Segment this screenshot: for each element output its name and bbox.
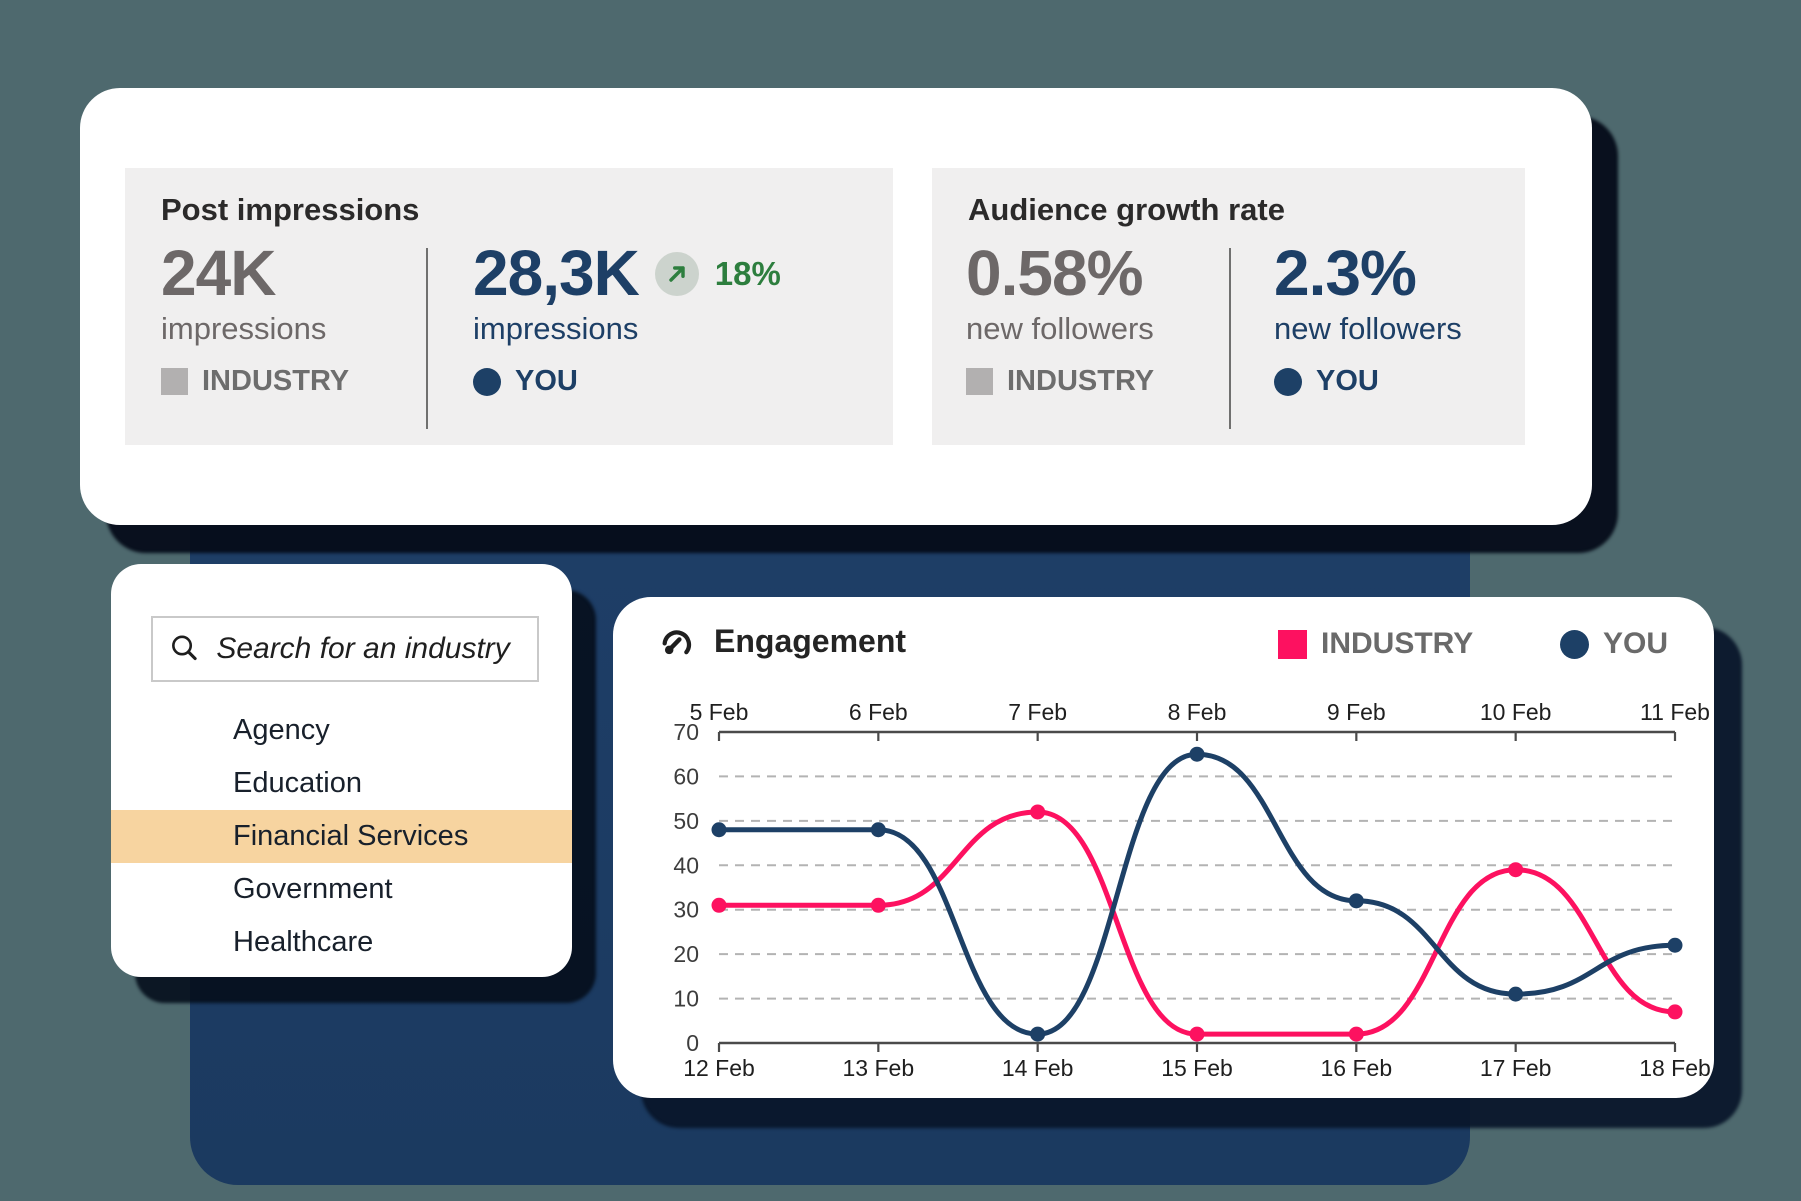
growth-industry-column: 0.58% new followers INDUSTRY xyxy=(966,237,1154,398)
search-icon xyxy=(172,635,197,661)
legend-you: YOU xyxy=(1560,627,1668,661)
svg-text:70: 70 xyxy=(673,719,699,745)
post-you-column: 28,3K 18% impressions YOU xyxy=(473,237,781,398)
svg-text:17 Feb: 17 Feb xyxy=(1480,1055,1552,1081)
industry-option-agency[interactable]: Agency xyxy=(233,714,330,746)
you-growth-label: new followers xyxy=(1274,311,1462,347)
arrow-up-right-icon xyxy=(669,265,685,282)
growth-you-column: 2.3% new followers YOU xyxy=(1274,237,1462,398)
search-input[interactable] xyxy=(214,631,521,667)
impressions-delta: 18% xyxy=(714,254,781,292)
search-field-wrapper xyxy=(151,616,539,682)
you-legend-swatch-icon xyxy=(1560,629,1589,659)
industry-option-healthcare[interactable]: Healthcare xyxy=(233,926,374,958)
you-growth-value: 2.3% xyxy=(1274,237,1417,309)
you-swatch-icon xyxy=(473,367,501,396)
you-impressions-label: impressions xyxy=(473,311,639,347)
industry-swatch-icon xyxy=(966,368,993,396)
industry-growth-label: new followers xyxy=(966,311,1154,347)
industry-tag: INDUSTRY xyxy=(1007,365,1155,398)
svg-text:14 Feb: 14 Feb xyxy=(1002,1055,1074,1081)
you-tag-row: YOU xyxy=(473,365,781,398)
svg-text:15 Feb: 15 Feb xyxy=(1161,1055,1233,1081)
gauge-icon xyxy=(662,630,692,655)
you-impressions-value: 28,3K xyxy=(473,237,640,309)
post-impressions-title: Post impressions xyxy=(161,192,420,227)
svg-text:13 Feb: 13 Feb xyxy=(843,1055,915,1081)
post-industry-column: 24K impressions INDUSTRY xyxy=(161,237,349,398)
tile-divider xyxy=(426,248,428,429)
svg-text:18 Feb: 18 Feb xyxy=(1639,1055,1711,1081)
stats-card: Post impressions 24K impressions INDUSTR… xyxy=(80,88,1592,525)
svg-text:50: 50 xyxy=(673,808,699,834)
industry-tag: INDUSTRY xyxy=(202,365,350,398)
industry-search-card: Agency Education Financial Services Gove… xyxy=(111,564,572,977)
you-legend-label: YOU xyxy=(1603,627,1669,660)
industry-legend-label: INDUSTRY xyxy=(1321,627,1474,660)
svg-text:20: 20 xyxy=(673,941,699,967)
industry-legend-swatch-icon xyxy=(1278,629,1307,659)
svg-text:16 Feb: 16 Feb xyxy=(1321,1055,1393,1081)
trend-up-badge xyxy=(654,251,699,296)
svg-text:30: 30 xyxy=(673,897,699,923)
legend-industry: INDUSTRY xyxy=(1278,627,1473,661)
engagement-line-chart: 5 Feb 6 Feb 7 Feb 8 Feb 9 Feb 10 Feb 11 Feb 12 … xyxy=(673,699,1711,1081)
you-swatch-icon xyxy=(1274,367,1302,396)
industry-option-education[interactable]: Education xyxy=(233,767,362,799)
chart-header: Engagement INDUSTRY YOU xyxy=(613,597,1714,687)
industry-option-financial-services-selected[interactable]: Financial Services xyxy=(111,810,572,863)
svg-text:9 Feb: 9 Feb xyxy=(1327,699,1386,725)
svg-text:0: 0 xyxy=(686,1030,699,1056)
svg-text:6 Feb: 6 Feb xyxy=(849,699,908,725)
industry-option-government[interactable]: Government xyxy=(233,873,393,905)
engagement-chart-card: Engagement INDUSTRY YOU 5 Feb 6 Feb 7 Feb 8… xyxy=(613,597,1714,1098)
svg-text:11 Feb: 11 Feb xyxy=(1640,699,1710,725)
chart-title: Engagement xyxy=(714,623,907,659)
svg-text:5 Feb: 5 Feb xyxy=(690,699,749,725)
industry-growth-value: 0.58% xyxy=(966,237,1143,309)
svg-text:12 Feb: 12 Feb xyxy=(683,1055,755,1081)
post-impressions-tile: Post impressions 24K impressions INDUSTR… xyxy=(125,168,893,445)
industry-list: Agency Education Financial Services Gove… xyxy=(111,704,572,969)
svg-text:7 Feb: 7 Feb xyxy=(1008,699,1067,725)
industry-swatch-icon xyxy=(161,368,188,396)
industry-tag-row: INDUSTRY xyxy=(161,365,349,398)
svg-text:10 Feb: 10 Feb xyxy=(1480,699,1552,725)
you-tag: YOU xyxy=(1316,365,1379,398)
svg-text:8 Feb: 8 Feb xyxy=(1168,699,1227,725)
industry-impressions-label: impressions xyxy=(161,311,327,347)
you-tag: YOU xyxy=(515,365,578,398)
audience-growth-tile: Audience growth rate 0.58% new followers… xyxy=(932,168,1525,445)
svg-text:40: 40 xyxy=(673,852,699,878)
svg-text:60: 60 xyxy=(673,763,699,789)
svg-text:10: 10 xyxy=(673,986,699,1012)
tile-divider xyxy=(1229,248,1231,429)
you-tag-row: YOU xyxy=(1274,365,1462,398)
audience-growth-title: Audience growth rate xyxy=(968,192,1285,227)
industry-impressions-value: 24K xyxy=(161,237,276,309)
industry-tag-row: INDUSTRY xyxy=(966,365,1154,398)
